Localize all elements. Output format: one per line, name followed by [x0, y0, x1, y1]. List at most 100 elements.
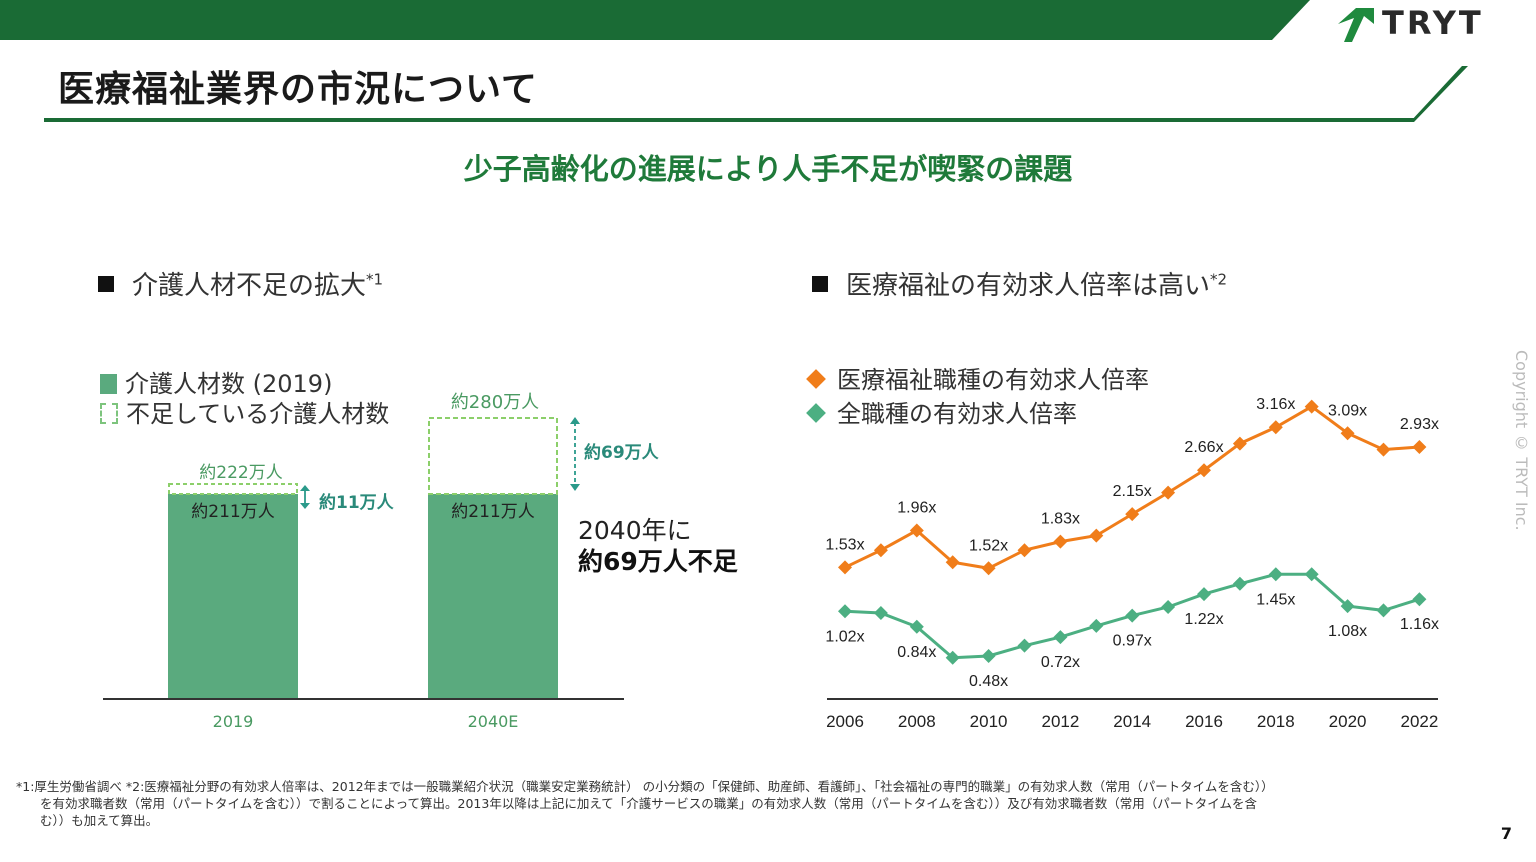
data-label: 0.48x [969, 673, 1008, 690]
logo-text: TRYT [1382, 4, 1484, 42]
bar-2019-shortage [168, 483, 298, 495]
footnote: *1:厚生労働省調べ *2:医療福祉分野の有効求人倍率は、2012年までは一般職… [16, 778, 1486, 829]
data-point-diamond [1304, 399, 1319, 414]
bar-category-label: 2040E [467, 712, 519, 731]
data-label: 1.08x [1328, 623, 1367, 640]
data-point-diamond [1161, 485, 1176, 500]
data-label: 2.93x [1400, 416, 1439, 433]
data-point-diamond [873, 606, 888, 620]
bar-category-label: 2019 [212, 712, 254, 731]
data-label: 1.96x [897, 499, 936, 516]
right-section-heading: 医療福祉の有効求人倍率は高い*2 [812, 265, 1227, 302]
data-point-diamond [1197, 463, 1211, 478]
data-point-diamond [1161, 599, 1176, 614]
page-subtitle: 少子高齢化の進展により人手不足が喫緊の課題 [463, 152, 1073, 186]
data-point-diamond [1089, 618, 1104, 633]
data-label: 1.83x [1041, 511, 1080, 528]
data-point-diamond [981, 561, 996, 576]
legend-item-workers: 介護人材数 (2019) [100, 364, 332, 399]
x-tick-label: 2006 [826, 712, 864, 731]
gap-label: 約11万人 [319, 493, 394, 513]
legend-item-shortage: 不足している介護人材数 [100, 394, 389, 429]
data-label: 1.52x [969, 537, 1008, 554]
data-point-diamond [1197, 587, 1211, 602]
data-point-diamond [909, 523, 924, 538]
x-tick-label: 2014 [1113, 712, 1151, 731]
data-point-diamond [1340, 426, 1355, 441]
gap-arrow-2019-icon [300, 485, 310, 509]
data-point-diamond [838, 560, 852, 575]
data-point-diamond [1232, 576, 1247, 591]
data-point-diamond [1053, 534, 1068, 549]
data-point-diamond [1017, 543, 1032, 558]
footnote-line: *1:厚生労働省調べ *2:医療福祉分野の有効求人倍率は、2012年までは一般職… [16, 779, 1274, 794]
data-point-diamond [1125, 608, 1140, 623]
data-point-diamond [1268, 420, 1283, 435]
bullet-square-icon [98, 276, 114, 292]
bar-2040-shortage [428, 417, 558, 495]
x-tick-label: 2008 [898, 712, 936, 731]
data-point-diamond [1412, 592, 1427, 607]
header-decoration [0, 0, 1468, 122]
data-point-diamond [1232, 436, 1247, 451]
shortage-callout-line1: 2040年に [578, 516, 692, 545]
data-point-diamond [1340, 599, 1355, 614]
title-underline [44, 118, 1414, 122]
bar-current-label: 約211万人 [191, 502, 275, 522]
legend-solid-swatch [100, 374, 117, 394]
data-point-diamond [1376, 603, 1391, 618]
data-label: 2.15x [1113, 483, 1152, 500]
bar-current-label: 約211万人 [451, 502, 535, 522]
legend-item-medical: 医療福祉職種の有効求人倍率 [806, 360, 1149, 395]
data-label: 1.22x [1184, 611, 1223, 628]
data-point-diamond [981, 649, 996, 663]
tryt-logo-icon [1338, 8, 1374, 42]
bar-total-label: 約222万人 [199, 463, 283, 483]
x-tick-label: 2022 [1400, 712, 1438, 731]
data-label: 1.45x [1256, 591, 1295, 608]
data-label: 3.16x [1256, 396, 1295, 413]
data-label: 0.72x [1041, 654, 1080, 671]
data-point-diamond [909, 619, 924, 634]
x-tick-label: 2012 [1041, 712, 1079, 731]
data-point-diamond [1017, 638, 1032, 653]
data-label: 1.16x [1400, 616, 1439, 633]
data-point-diamond [1268, 567, 1283, 582]
gap-label: 約69万人 [584, 443, 659, 463]
header-banner [0, 0, 1310, 40]
bar-2040-current [428, 494, 558, 699]
title-underline-slash [1410, 66, 1468, 122]
data-label: 3.09x [1328, 402, 1367, 419]
data-point-diamond [1304, 567, 1319, 582]
bar-2019-current [168, 494, 298, 699]
data-label: 1.53x [825, 536, 864, 553]
footnote-line: む））も加えて算出。 [40, 813, 159, 828]
shortage-callout-line2: 約69万人不足 [578, 547, 738, 576]
data-label: 1.02x [825, 628, 864, 645]
footnote-line: を有効求職者数（常用（パートタイムを含む））で割ることによって算出。2013年以… [40, 796, 1257, 811]
gap-arrow-2040-icon [570, 417, 580, 491]
data-point-diamond [1412, 440, 1427, 455]
bullet-square-icon [812, 276, 828, 292]
data-point-diamond [1053, 630, 1068, 645]
legend-dashed-swatch [100, 403, 118, 424]
data-point-diamond [945, 650, 960, 665]
data-label: 0.97x [1113, 633, 1152, 650]
page-title: 医療福祉業界の市況について [58, 69, 538, 110]
data-point-diamond [1125, 507, 1140, 522]
left-section-heading: 介護人材不足の拡大*1 [98, 265, 383, 302]
data-label: 2.66x [1184, 439, 1223, 456]
bar-total-label: 約280万人 [450, 392, 540, 413]
data-point-diamond [1089, 528, 1104, 543]
x-tick-label: 2020 [1329, 712, 1367, 731]
x-tick-label: 2010 [970, 712, 1008, 731]
data-point-diamond [838, 604, 852, 619]
data-point-diamond [945, 555, 960, 570]
copyright: Copyright © TRYT Inc. [1512, 350, 1531, 531]
line-chart: 2006 2008 2010 2012 2014 2016 2018 2020 2022 1.53… [825, 396, 1439, 731]
data-point-diamond [873, 543, 888, 558]
legend-item-all-jobs: 全職種の有効求人倍率 [806, 394, 1077, 429]
x-tick-label: 2016 [1185, 712, 1223, 731]
data-point-diamond [1376, 442, 1391, 457]
page-number: 7 [1500, 824, 1512, 843]
